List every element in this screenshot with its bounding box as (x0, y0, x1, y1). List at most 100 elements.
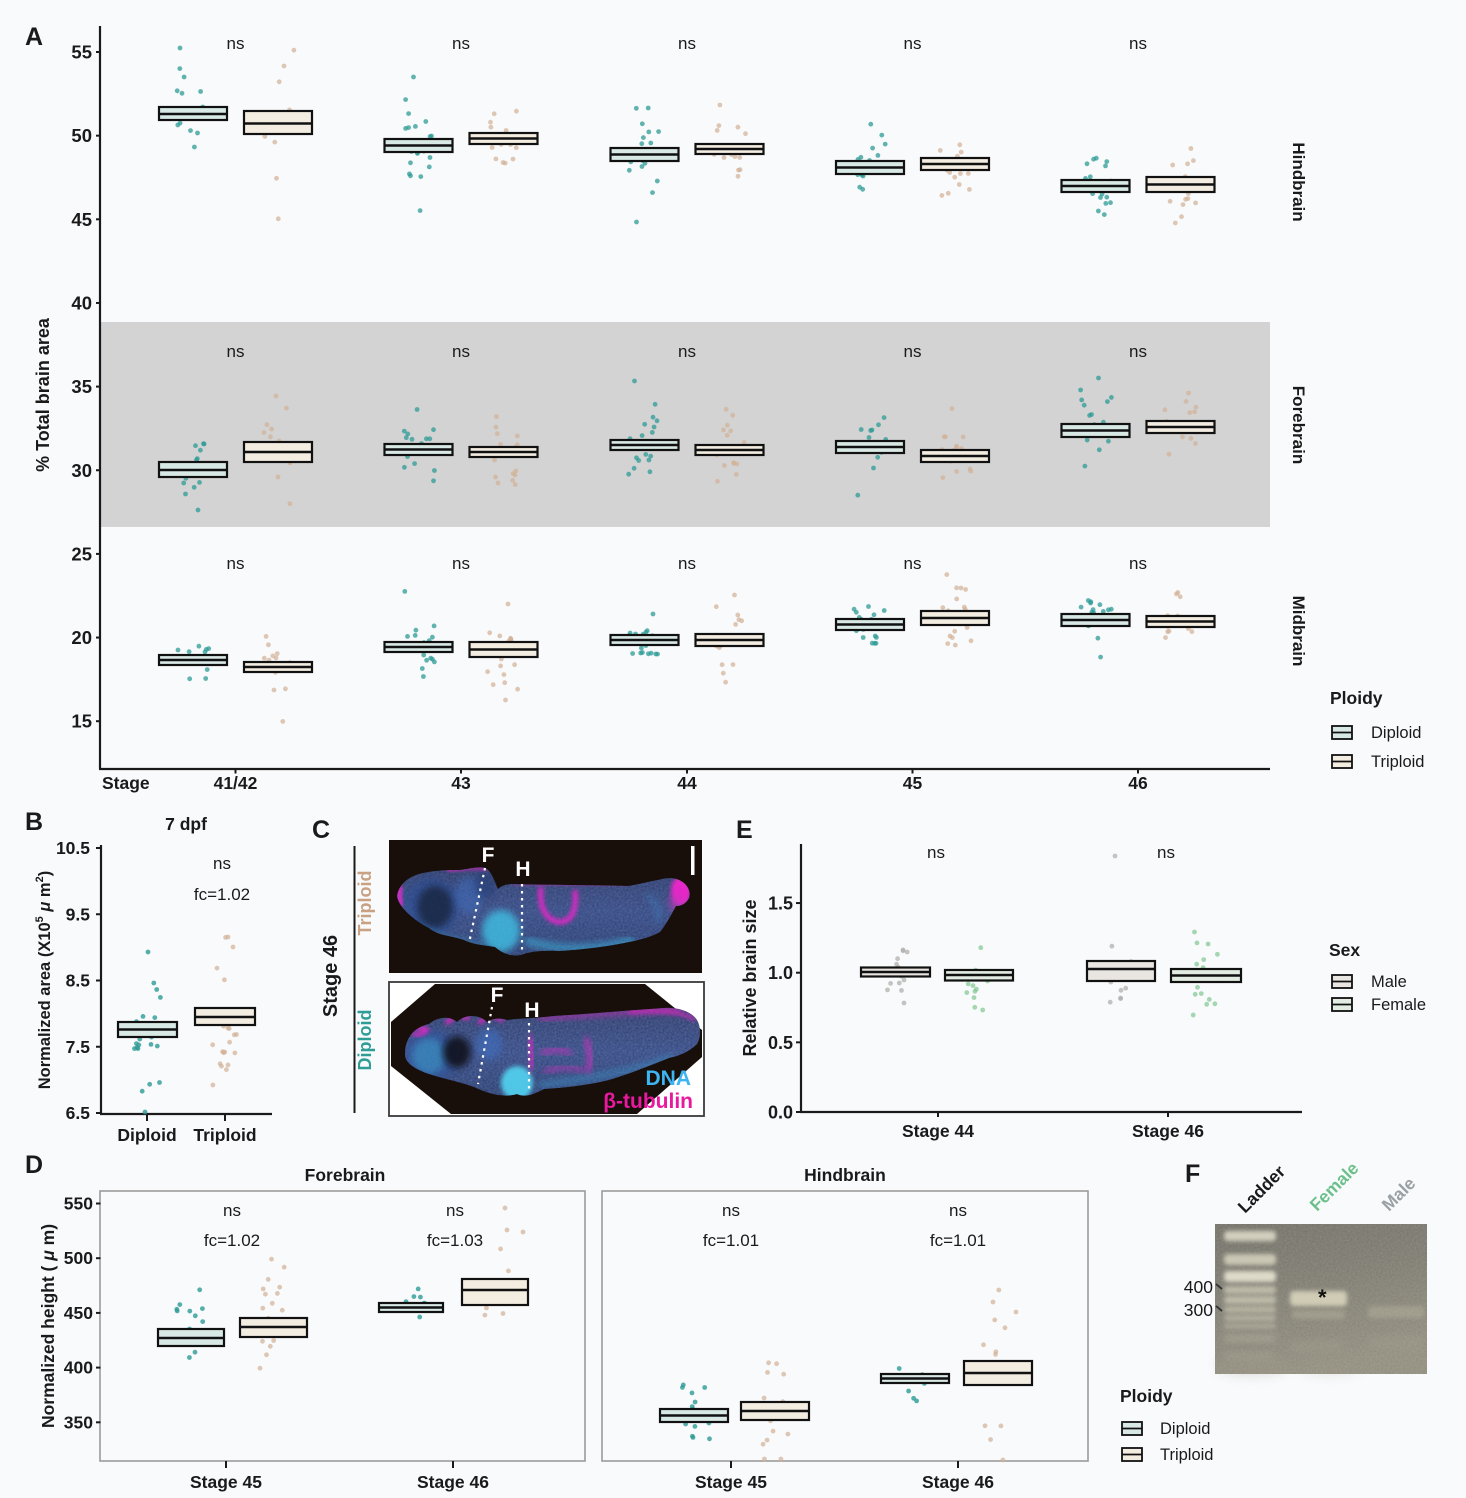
svg-text:35: 35 (71, 376, 92, 397)
svg-text:Triploid: Triploid (1160, 1446, 1214, 1464)
svg-text:40: 40 (71, 292, 92, 313)
svg-text:ns: ns (1129, 342, 1147, 361)
svg-text:ns: ns (446, 1201, 464, 1220)
svg-text:ns: ns (223, 1201, 241, 1220)
svg-text:0.5: 0.5 (768, 1033, 793, 1053)
svg-text:D: D (25, 1151, 43, 1179)
svg-text:E: E (736, 816, 753, 844)
svg-text:46: 46 (1128, 773, 1148, 793)
svg-text:B: B (25, 808, 43, 836)
svg-text:550: 550 (64, 1194, 93, 1214)
svg-text:Hindbrain: Hindbrain (1289, 142, 1308, 221)
svg-text:ns: ns (904, 34, 922, 53)
svg-text:ns: ns (904, 342, 922, 361)
svg-text:Triploid: Triploid (1371, 753, 1425, 771)
svg-text:Diploid: Diploid (117, 1125, 176, 1145)
svg-text:ns: ns (227, 34, 245, 53)
svg-text:8.5: 8.5 (66, 971, 91, 991)
svg-text:1.0: 1.0 (768, 963, 793, 983)
svg-text:Ploidy: Ploidy (1330, 688, 1383, 708)
svg-text:Sex: Sex (1329, 940, 1360, 960)
svg-text:45: 45 (903, 773, 923, 793)
svg-text:Stage 45: Stage 45 (695, 1472, 767, 1492)
svg-text:300: 300 (1184, 1300, 1213, 1320)
svg-text:H: H (524, 999, 539, 1022)
svg-text:Diploid: Diploid (1371, 724, 1421, 742)
svg-text:Normalized area (X105 μ m2): Normalized area (X105 μ m2) (34, 871, 54, 1089)
svg-text:fc=1.01: fc=1.01 (703, 1231, 759, 1250)
svg-text:Stage 46: Stage 46 (1132, 1121, 1204, 1141)
svg-text:fc=1.02: fc=1.02 (204, 1231, 260, 1250)
svg-text:7 dpf: 7 dpf (165, 814, 207, 834)
svg-text:25: 25 (71, 543, 92, 564)
svg-text:ns: ns (1157, 843, 1175, 862)
svg-text:Male: Male (1371, 973, 1407, 991)
svg-text:ns: ns (452, 554, 470, 573)
svg-text:ns: ns (452, 342, 470, 361)
svg-text:Normalized height ( μ m): Normalized height ( μ m) (38, 1224, 58, 1428)
svg-text:Stage 44: Stage 44 (902, 1121, 974, 1141)
svg-text:Forebrain: Forebrain (1289, 386, 1308, 464)
svg-text:7.5: 7.5 (66, 1037, 91, 1057)
svg-text:ns: ns (227, 554, 245, 573)
svg-text:55: 55 (71, 42, 92, 63)
svg-text:% Total brain area: % Total brain area (33, 317, 53, 472)
svg-text:Hindbrain: Hindbrain (804, 1165, 886, 1185)
svg-text:Relative brain size: Relative brain size (740, 899, 760, 1056)
svg-text:A: A (25, 23, 43, 51)
svg-text:fc=1.02: fc=1.02 (194, 885, 250, 904)
svg-text:15: 15 (71, 711, 92, 732)
svg-text:400: 400 (1184, 1277, 1213, 1297)
svg-text:ns: ns (927, 843, 945, 862)
svg-text:Stage 45: Stage 45 (190, 1472, 262, 1492)
svg-text:ns: ns (678, 554, 696, 573)
svg-text:43: 43 (451, 773, 471, 793)
svg-text:Midbrain: Midbrain (1289, 596, 1308, 667)
svg-text:F: F (482, 844, 495, 867)
svg-text:F: F (491, 984, 504, 1007)
svg-text:Stage 46: Stage 46 (320, 935, 342, 1017)
svg-text:Ploidy: Ploidy (1120, 1386, 1173, 1406)
svg-text:Triploid: Triploid (355, 871, 375, 936)
svg-text:30: 30 (71, 460, 92, 481)
svg-text:Diploid: Diploid (355, 1010, 375, 1071)
svg-text:ns: ns (678, 34, 696, 53)
svg-text:fc=1.01: fc=1.01 (930, 1231, 986, 1250)
svg-text:41/42: 41/42 (214, 773, 258, 793)
svg-text:ns: ns (227, 342, 245, 361)
svg-text:β-tubulin: β-tubulin (603, 1090, 693, 1113)
svg-text:ns: ns (904, 554, 922, 573)
svg-text:F: F (1185, 1160, 1200, 1188)
svg-text:ns: ns (678, 342, 696, 361)
svg-text:Stage 46: Stage 46 (417, 1472, 489, 1492)
svg-text:1.5: 1.5 (768, 894, 793, 914)
svg-text:Stage: Stage (102, 773, 150, 793)
svg-text:10.5: 10.5 (56, 838, 90, 858)
svg-text:Triploid: Triploid (193, 1125, 256, 1145)
svg-text:45: 45 (71, 209, 92, 230)
svg-text:C: C (312, 816, 330, 844)
svg-text:450: 450 (64, 1303, 93, 1323)
svg-text:9.5: 9.5 (66, 904, 91, 924)
svg-text:6.5: 6.5 (66, 1103, 91, 1123)
svg-text:ns: ns (1129, 34, 1147, 53)
svg-text:ns: ns (949, 1201, 967, 1220)
svg-text:fc=1.03: fc=1.03 (427, 1231, 483, 1250)
svg-text:350: 350 (64, 1412, 93, 1432)
svg-text:ns: ns (213, 854, 231, 873)
svg-text:ns: ns (452, 34, 470, 53)
svg-text:DNA: DNA (646, 1067, 692, 1090)
svg-text:Female: Female (1371, 996, 1426, 1014)
svg-text:20: 20 (71, 627, 92, 648)
svg-text:50: 50 (71, 125, 92, 146)
svg-text:ns: ns (722, 1201, 740, 1220)
svg-text:44: 44 (677, 773, 697, 793)
svg-text:Stage 46: Stage 46 (922, 1472, 994, 1492)
svg-text:0.0: 0.0 (768, 1103, 793, 1123)
svg-text:500: 500 (64, 1248, 93, 1268)
svg-text:Forebrain: Forebrain (305, 1165, 386, 1185)
svg-text:ns: ns (1129, 554, 1147, 573)
svg-text:400: 400 (64, 1358, 93, 1378)
svg-text:*: * (1318, 1285, 1327, 1310)
svg-text:Diploid: Diploid (1160, 1420, 1210, 1438)
